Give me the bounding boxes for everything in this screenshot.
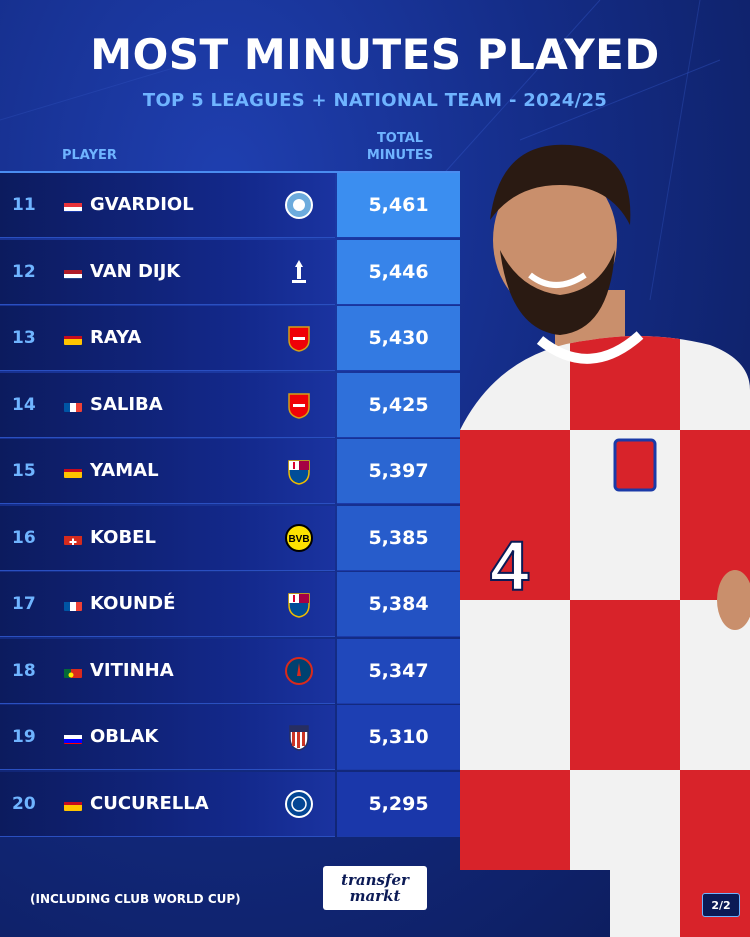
chelsea-crest-icon — [284, 789, 314, 819]
column-header-minutes: TOTAL MINUTES — [345, 130, 455, 164]
france-flag-icon — [64, 599, 82, 611]
netherlands-flag-icon — [64, 267, 82, 279]
row-background — [0, 173, 335, 238]
france-flag-icon — [64, 400, 82, 412]
croatia-flag-icon — [64, 200, 82, 212]
column-header-minutes-line2: MINUTES — [366, 148, 434, 163]
page-title: MOST MINUTES PLAYED — [90, 30, 660, 79]
row-rank: 16 — [12, 527, 36, 548]
total-minutes-value: 5,385 — [337, 505, 460, 571]
table-row: 18 VITINHA 5,347 — [0, 638, 460, 704]
table-row: 20 CUCURELLA 5,295 — [0, 771, 460, 837]
player-name: SALIBA — [90, 393, 163, 415]
row-background — [0, 572, 335, 637]
player-photo: 4 — [460, 144, 750, 937]
player-name: VAN DIJK — [90, 260, 181, 282]
total-minutes-value: 5,397 — [337, 439, 460, 504]
player-name: OBLAK — [90, 726, 159, 747]
liverpool-crest-icon — [284, 257, 314, 287]
switzerland-flag-icon — [64, 533, 82, 545]
total-minutes-value: 5,461 — [337, 173, 460, 238]
row-background — [0, 505, 335, 571]
row-background — [0, 239, 335, 305]
table-row: 13 RAYA 5,430 — [0, 306, 460, 371]
atletico-madrid-crest-icon — [284, 722, 314, 752]
table-row: 15 YAMAL 5,397 — [0, 439, 460, 504]
player-name: CUCURELLA — [90, 792, 209, 814]
slovenia-flag-icon — [64, 732, 82, 744]
total-minutes-value: 5,310 — [337, 705, 460, 770]
arsenal-crest-icon — [284, 323, 314, 353]
row-rank: 15 — [12, 461, 36, 481]
table-row: 12 VAN DIJK 5,446 — [0, 239, 460, 305]
row-rank: 12 — [12, 261, 36, 282]
table-row: 17 KOUNDÉ 5,384 — [0, 572, 460, 637]
spain-flag-icon — [64, 333, 82, 345]
arsenal-crest-icon — [284, 390, 314, 420]
total-minutes-value: 5,384 — [337, 572, 460, 637]
table-row: 16 KOBEL BVB 5,385 — [0, 505, 460, 571]
row-background — [0, 771, 335, 837]
total-minutes-value: 5,430 — [337, 306, 460, 371]
row-rank: 17 — [12, 594, 36, 614]
row-rank: 18 — [12, 660, 36, 681]
transfermarkt-logo: transfer markt — [323, 866, 427, 910]
player-name: GVARDIOL — [90, 194, 194, 215]
psg-crest-icon — [284, 656, 314, 686]
barcelona-crest-icon — [284, 589, 314, 619]
table-row: 14 SALIBA 5,425 — [0, 372, 460, 438]
total-minutes-value: 5,347 — [337, 638, 460, 704]
svg-text:4: 4 — [490, 527, 529, 605]
logo-text-bottom: markt — [349, 887, 401, 905]
row-background — [0, 638, 335, 704]
svg-text:BVB: BVB — [288, 534, 309, 545]
total-minutes-value: 5,425 — [337, 372, 460, 438]
row-background — [0, 705, 335, 770]
player-name: RAYA — [90, 327, 142, 348]
player-name: VITINHA — [90, 659, 174, 681]
row-rank: 13 — [12, 328, 36, 348]
row-background — [0, 306, 335, 371]
player-name: YAMAL — [90, 460, 159, 481]
row-rank: 11 — [12, 195, 36, 215]
total-minutes-value: 5,446 — [337, 239, 460, 305]
player-name: KOUNDÉ — [90, 593, 176, 614]
manchester-city-crest-icon — [284, 190, 314, 220]
row-rank: 20 — [12, 793, 36, 814]
footer-note: (INCLUDING CLUB WORLD CUP) — [30, 892, 241, 906]
spain-flag-icon — [64, 799, 82, 811]
barcelona-crest-icon — [284, 456, 314, 486]
player-name: KOBEL — [90, 526, 156, 548]
logo-text-top: transfer — [341, 871, 409, 889]
table-row: 11 GVARDIOL 5,461 — [0, 173, 460, 238]
dortmund-crest-icon: BVB — [284, 523, 314, 553]
row-background — [0, 372, 335, 438]
page-subtitle: TOP 5 LEAGUES + NATIONAL TEAM - 2024/25 — [142, 90, 608, 111]
row-rank: 19 — [12, 727, 36, 747]
portugal-flag-icon — [64, 666, 82, 678]
spain-flag-icon — [64, 466, 82, 478]
row-background — [0, 439, 335, 504]
row-rank: 14 — [12, 394, 36, 415]
column-header-player: PLAYER — [62, 148, 117, 163]
table-top-divider — [0, 171, 460, 173]
table-row: 19 OBLAK 5,310 — [0, 705, 460, 770]
total-minutes-value: 5,295 — [337, 771, 460, 837]
page-indicator: 2/2 — [702, 893, 740, 917]
column-header-minutes-line1: TOTAL — [376, 131, 424, 146]
